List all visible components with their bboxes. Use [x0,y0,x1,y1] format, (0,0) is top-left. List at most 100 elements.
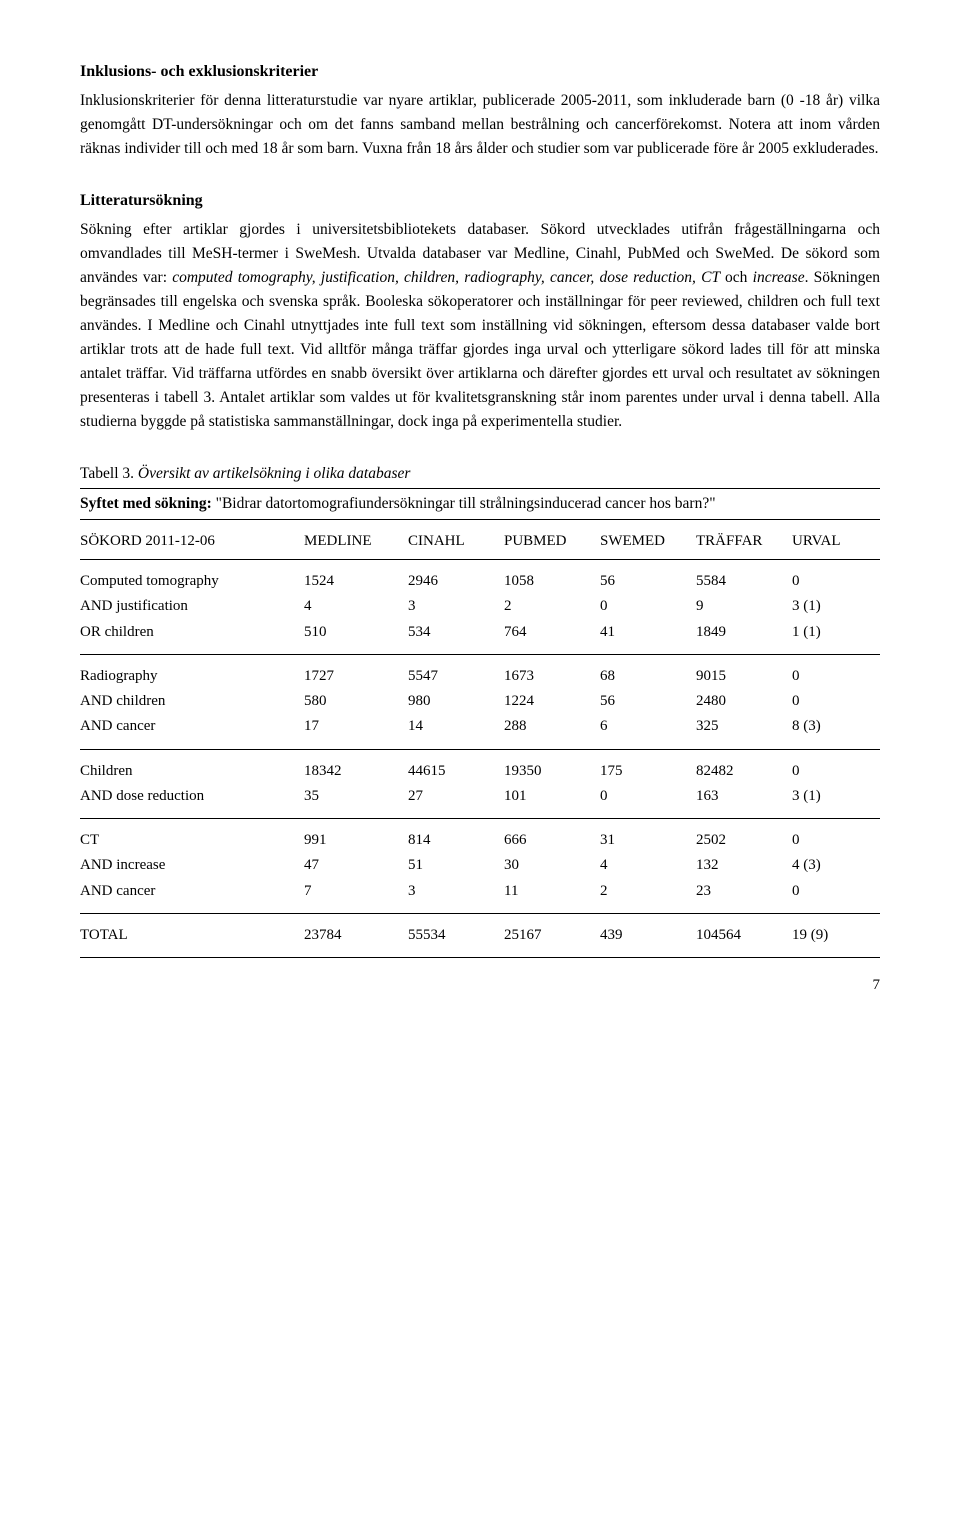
table-cell: OR children [80,620,304,655]
table-cell: 3 [408,594,504,619]
table-cell: 11 [504,879,600,914]
table-cell: 580 [304,689,408,714]
table-cell: 4 [600,853,696,878]
table-cell: 55534 [408,913,504,957]
table-cell: 27 [408,784,504,819]
table-cell: 3 (1) [792,784,880,819]
table-cell: 4 [304,594,408,619]
table-cell: AND justification [80,594,304,619]
table-row: OR children5105347644118491 (1) [80,620,880,655]
table-total-group: TOTAL23784555342516743910456419 (9) [80,913,880,957]
table-group: Computed tomography1524294610585655840AN… [80,560,880,655]
table-cell: 1727 [304,654,408,689]
table-row: Children183424461519350175824820 [80,749,880,784]
table-cell: 1673 [504,654,600,689]
table-caption: Tabell 3. Översikt av artikelsökning i o… [80,462,880,486]
table-row: AND dose reduction352710101633 (1) [80,784,880,819]
body-text-italic: computed tomography, justification, chil… [172,269,725,286]
table-cell: 5584 [696,560,792,595]
table-cell: 82482 [696,749,792,784]
section-heading-inclusion: Inklusions- och exklusionskriterier [80,60,880,85]
table-cell: 25167 [504,913,600,957]
table-group: Children183424461519350175824820AND dose… [80,749,880,819]
table-row: TOTAL23784555342516743910456419 (9) [80,913,880,957]
table-cell: 19350 [504,749,600,784]
purpose-label: Syftet med sökning: [80,495,216,512]
table-cell: AND cancer [80,714,304,749]
table-cell: 0 [792,819,880,854]
table-row: AND cancer73112230 [80,879,880,914]
table-cell: 1524 [304,560,408,595]
section-body-litsearch: Sökning efter artiklar gjordes i univers… [80,218,880,434]
table-cell: 991 [304,819,408,854]
section-body-inclusion: Inklusionskriterier för denna litteratur… [80,89,880,161]
table-cell: CT [80,819,304,854]
table-cell: TOTAL [80,913,304,957]
table-cell: AND children [80,689,304,714]
table-cell: 19 (9) [792,913,880,957]
table-cell: 9015 [696,654,792,689]
table-cell: 101 [504,784,600,819]
section-heading-litsearch: Litteratursökning [80,189,880,214]
table-cell: 175 [600,749,696,784]
table-cell: 41 [600,620,696,655]
table-cell: 4 (3) [792,853,880,878]
table-cell: 2946 [408,560,504,595]
table-column-header: URVAL [792,526,880,560]
table-cell: 0 [600,594,696,619]
table-cell: 132 [696,853,792,878]
table-header: SÖKORD 2011-12-06MEDLINECINAHLPUBMEDSWEM… [80,526,880,560]
table-cell: 2502 [696,819,792,854]
table-cell: 44615 [408,749,504,784]
table-cell: 23784 [304,913,408,957]
table-cell: 23 [696,879,792,914]
table-cell: 764 [504,620,600,655]
table-cell: 18342 [304,749,408,784]
table-cell: 3 (1) [792,594,880,619]
table-cell: 980 [408,689,504,714]
table-cell: 0 [792,654,880,689]
table-cell: 814 [408,819,504,854]
purpose-quote: "Bidrar datortomografiundersökningar til… [216,495,716,512]
table-cell: 56 [600,689,696,714]
table-column-header: SÖKORD 2011-12-06 [80,526,304,560]
table-cell: 666 [504,819,600,854]
page-number: 7 [80,974,880,997]
table-cell: Computed tomography [80,560,304,595]
table-column-header: CINAHL [408,526,504,560]
table-cell: 0 [792,689,880,714]
table-cell: 1058 [504,560,600,595]
table-cell: Children [80,749,304,784]
body-text-italic: increase [753,269,805,286]
caption-prefix: Tabell 3. [80,465,138,482]
table-cell: 1 (1) [792,620,880,655]
body-text: och [725,269,753,286]
table-cell: 56 [600,560,696,595]
table-column-header: MEDLINE [304,526,408,560]
table-column-header: TRÄFFAR [696,526,792,560]
table-cell: 534 [408,620,504,655]
table-cell: 510 [304,620,408,655]
table-cell: 30 [504,853,600,878]
table-cell: 0 [792,879,880,914]
table-cell: 163 [696,784,792,819]
table-cell: 14 [408,714,504,749]
table-cell: 0 [792,749,880,784]
table-cell: 9 [696,594,792,619]
table-cell: 3 [408,879,504,914]
table-cell: 1224 [504,689,600,714]
table-cell: 35 [304,784,408,819]
search-results-table: SÖKORD 2011-12-06MEDLINECINAHLPUBMEDSWEM… [80,526,880,958]
table-cell: 439 [600,913,696,957]
table-cell: AND dose reduction [80,784,304,819]
table-group: CT9918146663125020AND increase4751304132… [80,819,880,914]
table-cell: 7 [304,879,408,914]
table-cell: 31 [600,819,696,854]
table-cell: 2480 [696,689,792,714]
table-column-header: PUBMED [504,526,600,560]
table-row: Computed tomography1524294610585655840 [80,560,880,595]
table-column-header: SWEMED [600,526,696,560]
table-cell: 47 [304,853,408,878]
table-row: CT9918146663125020 [80,819,880,854]
table-cell: 2 [504,594,600,619]
